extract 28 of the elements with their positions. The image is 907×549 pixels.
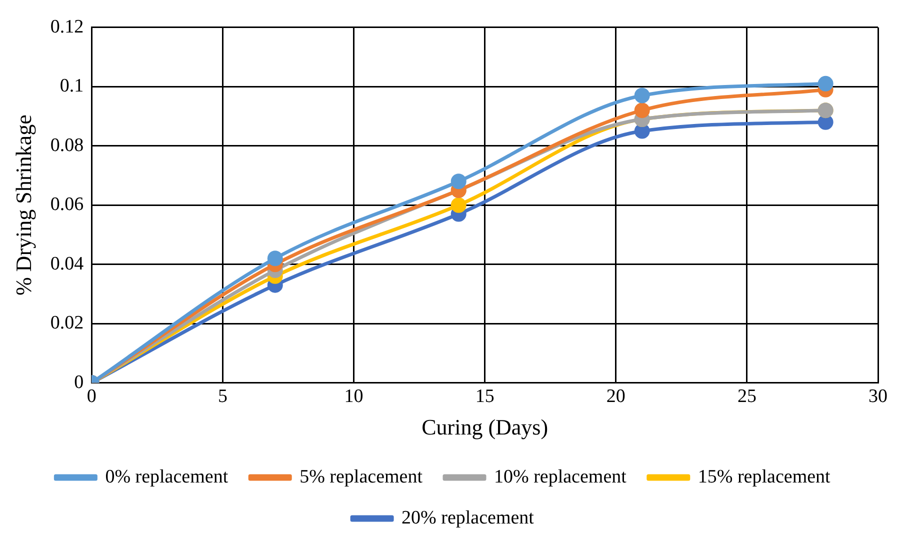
- y-tick-label: 0.06: [50, 194, 84, 216]
- legend-label: 20% replacement: [402, 507, 535, 528]
- point: [267, 250, 283, 266]
- x-tick-label: 10: [344, 386, 364, 408]
- point: [634, 88, 650, 104]
- x-tick-label: 20: [606, 386, 626, 408]
- point: [634, 123, 650, 139]
- x-tick-label: 5: [218, 386, 228, 408]
- y-tick-label: 0: [74, 372, 84, 393]
- y-tick-label: 0.04: [50, 253, 84, 274]
- legend-label: 10% replacement: [494, 466, 628, 488]
- legend-label: 0% replacement: [105, 466, 229, 488]
- legend-label: 5% replacement: [300, 466, 424, 488]
- x-tick-label: 30: [868, 386, 888, 408]
- point: [450, 197, 466, 213]
- y-axis-title: % Drying Shrinkage: [10, 114, 36, 296]
- y-tick-label: 0.1: [60, 76, 84, 97]
- y-tick-label: 0.12: [50, 16, 84, 38]
- point: [634, 102, 650, 118]
- point: [450, 174, 466, 190]
- y-tick-label: 0.02: [50, 312, 84, 334]
- point: [818, 76, 834, 92]
- y-tick-label: 0.08: [50, 134, 84, 156]
- x-tick-label: 25: [737, 386, 756, 408]
- legend-label: 15% replacement: [698, 466, 832, 488]
- x-tick-label: 15: [475, 386, 494, 408]
- point: [818, 114, 834, 130]
- x-axis-title: Curing (Days): [422, 414, 548, 440]
